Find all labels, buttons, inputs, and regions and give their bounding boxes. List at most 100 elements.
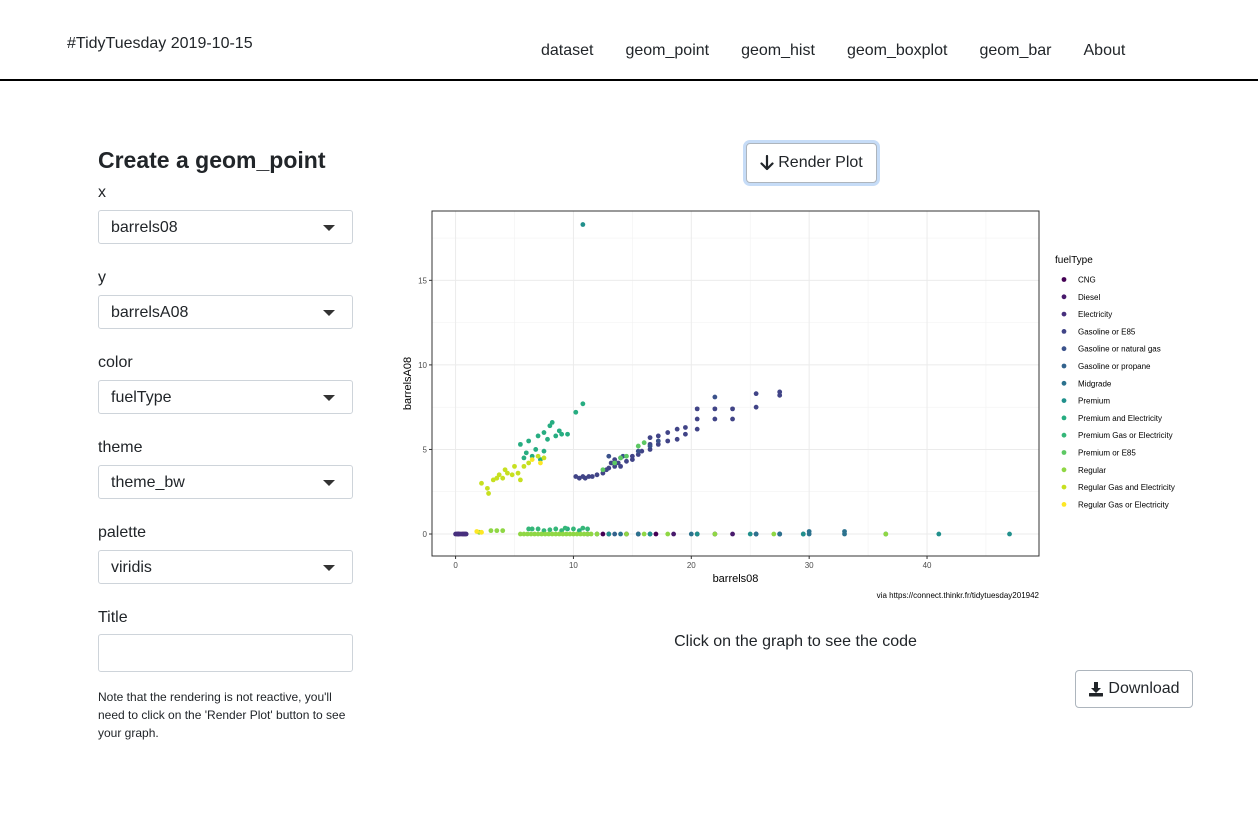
data-point xyxy=(529,457,535,463)
nav-link-about[interactable]: About xyxy=(1083,42,1126,59)
data-point xyxy=(694,531,700,537)
data-point xyxy=(606,531,612,537)
data-point xyxy=(529,526,535,532)
data-point xyxy=(655,438,661,444)
nav-link-geom-hist[interactable]: geom_hist xyxy=(741,42,815,59)
render-plot-button[interactable]: Render Plot xyxy=(746,143,877,183)
data-point xyxy=(665,438,671,444)
data-point xyxy=(535,453,541,459)
legend-key xyxy=(1061,329,1067,334)
nav-link-dataset[interactable]: dataset xyxy=(541,42,594,59)
brand-title[interactable]: #TidyTuesday 2019-10-15 xyxy=(67,35,253,52)
data-point xyxy=(753,391,759,397)
data-point xyxy=(556,428,562,434)
nav-link-geom-bar[interactable]: geom_bar xyxy=(979,42,1052,59)
theme-select[interactable]: theme_bw xyxy=(98,465,353,499)
form-heading: Create a geom_point xyxy=(98,147,326,173)
data-point xyxy=(674,436,680,442)
data-point xyxy=(535,526,541,532)
render-note: Note that the rendering is not reactive,… xyxy=(98,690,346,740)
data-point xyxy=(712,394,718,400)
data-point xyxy=(479,529,484,535)
legend-key xyxy=(1061,363,1067,369)
data-point xyxy=(500,475,506,481)
plot-axes: 0 10 20 30 40 0 5 10 15 xyxy=(418,276,932,570)
data-point xyxy=(747,531,753,537)
data-point xyxy=(1007,531,1012,537)
y-tick-label: 15 xyxy=(418,276,427,285)
data-point xyxy=(494,528,500,534)
data-point xyxy=(565,431,570,437)
color-select[interactable]: fuelType xyxy=(98,380,353,414)
data-point xyxy=(523,450,529,456)
legend-label: Regular Gas or Electricity xyxy=(1078,500,1169,509)
nav-link-geom-boxplot[interactable]: geom_boxplot xyxy=(846,42,948,59)
data-point xyxy=(665,430,671,435)
data-point xyxy=(474,529,480,534)
legend-key xyxy=(1061,311,1067,317)
data-point xyxy=(529,453,535,459)
data-point xyxy=(647,531,653,537)
data-point xyxy=(585,526,590,532)
data-point xyxy=(494,475,500,481)
data-point xyxy=(560,531,566,537)
data-point xyxy=(641,531,647,537)
legend-key xyxy=(1061,380,1067,386)
legend-label: Electricity xyxy=(1078,310,1112,319)
data-point xyxy=(502,467,508,473)
data-point xyxy=(606,465,612,471)
title-input[interactable] xyxy=(98,634,353,672)
data-point xyxy=(539,531,545,537)
scatter-plot[interactable]: 0 10 20 30 40 0 5 10 15 barrels08 barrelsA08 via… xyxy=(398,205,1198,605)
data-point xyxy=(532,531,537,537)
data-point xyxy=(549,531,555,537)
legend-key xyxy=(1061,450,1067,455)
data-point xyxy=(559,431,565,437)
data-point xyxy=(500,528,506,534)
data-point xyxy=(541,455,547,461)
data-point xyxy=(571,531,576,537)
data-point xyxy=(694,406,700,412)
data-point xyxy=(635,443,641,449)
data-point xyxy=(842,529,847,534)
data-point xyxy=(512,463,517,469)
data-point xyxy=(563,531,569,537)
data-point xyxy=(479,480,484,486)
x-select-value: barrels08 xyxy=(111,219,178,236)
legend-title: fuelType xyxy=(1055,255,1093,266)
legend-label: Regular Gas and Electricity xyxy=(1078,483,1175,492)
download-button[interactable]: Download xyxy=(1075,670,1193,708)
data-point xyxy=(517,441,523,447)
data-point xyxy=(635,448,641,454)
data-point xyxy=(618,455,623,461)
data-point xyxy=(655,433,661,439)
data-point xyxy=(533,447,539,452)
legend-key xyxy=(1061,398,1067,403)
data-point xyxy=(641,440,647,446)
legend-key xyxy=(1061,346,1067,352)
palette-select-value: viridis xyxy=(111,559,152,576)
legend-label: Gasoline or propane xyxy=(1078,362,1151,371)
x-select[interactable]: barrels08 xyxy=(98,210,353,244)
data-point xyxy=(571,526,576,532)
data-point xyxy=(800,531,806,537)
data-point xyxy=(647,447,653,452)
data-point xyxy=(547,527,553,533)
data-point xyxy=(588,531,594,537)
data-point xyxy=(517,531,523,537)
data-point xyxy=(546,531,552,537)
palette-label: palette xyxy=(98,524,147,541)
data-point xyxy=(542,531,548,537)
data-point xyxy=(618,463,623,469)
legend-key xyxy=(1061,415,1067,421)
nav-link-geom-point[interactable]: geom_point xyxy=(625,42,710,59)
data-point xyxy=(777,531,783,537)
palette-select[interactable]: viridis xyxy=(98,550,353,584)
data-point xyxy=(463,531,469,537)
y-select[interactable]: barrelsA08 xyxy=(98,295,353,329)
data-point xyxy=(635,531,641,537)
data-point xyxy=(526,438,532,444)
color-label: color xyxy=(98,354,133,371)
data-point xyxy=(674,426,680,432)
x-tick-label: 30 xyxy=(805,561,814,570)
